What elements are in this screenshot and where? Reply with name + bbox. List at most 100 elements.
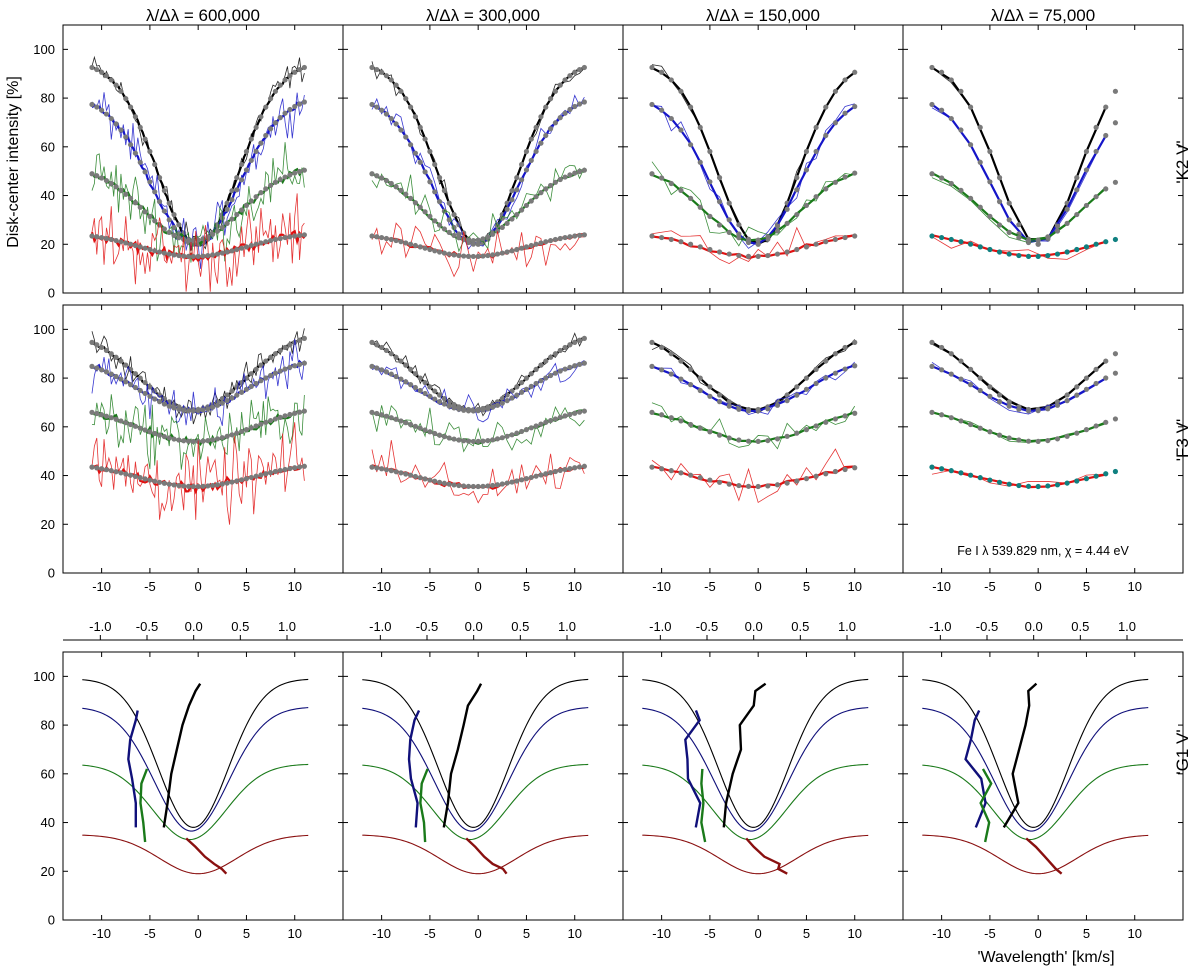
reference-point (205, 234, 211, 240)
reference-point (243, 427, 250, 433)
reference-point (403, 362, 409, 368)
reference-point (547, 237, 554, 244)
reference-point (668, 77, 674, 83)
reference-point (562, 466, 568, 473)
reference-point (301, 232, 307, 238)
bisector-darkblue-line (407, 709, 421, 828)
y-tick-label: 20 (41, 237, 55, 252)
reference-point (137, 159, 143, 165)
reference-point (248, 242, 254, 249)
reference-point (967, 104, 974, 110)
reference-point (543, 186, 549, 192)
reference-point (185, 483, 192, 489)
reference-point (475, 438, 481, 444)
reference-point (379, 466, 385, 472)
y-axis-label: Disk-center intensity [%] (5, 76, 22, 248)
reference-point (422, 476, 428, 482)
reference-point (996, 199, 1003, 205)
reference-point (89, 409, 95, 415)
reference-point (480, 438, 486, 444)
reference-point (494, 482, 501, 488)
reference-point (1083, 167, 1090, 173)
reference-point (147, 179, 153, 185)
x-tick-label: 10 (567, 579, 581, 594)
reference-point (523, 202, 530, 209)
observed-blue-line (371, 94, 585, 250)
reference-point (388, 77, 394, 83)
panel-g1v-3: -10 -5 0 5 10 -1.0 -0.5 0.0 0.5 1.0 (622, 619, 904, 941)
reference-point (277, 82, 283, 88)
x-tick-label: 10 (567, 926, 581, 941)
reference-point (939, 175, 945, 181)
reference-point (543, 358, 549, 364)
reference-point (398, 127, 404, 133)
reference-point (272, 468, 279, 475)
reference-point (190, 253, 196, 260)
reference-point (296, 232, 303, 238)
reference-point (166, 435, 172, 441)
x-tick-label: -10 (932, 579, 951, 594)
reference-point (784, 398, 790, 404)
reference-point (475, 241, 481, 247)
reference-point (1093, 148, 1099, 155)
reference-point (538, 472, 544, 478)
reference-point (576, 464, 583, 470)
reference-point (287, 465, 293, 472)
reference-point (200, 407, 206, 413)
reference-point (803, 375, 810, 381)
reference-point (132, 200, 139, 206)
reference-point (89, 339, 95, 345)
reference-point (987, 393, 993, 399)
reference-point (494, 436, 501, 442)
reference-point (538, 421, 544, 427)
reference-point (277, 235, 283, 242)
profile-black-line (922, 678, 1149, 828)
reference-point (668, 351, 674, 357)
reference-point (1035, 483, 1041, 490)
reference-point (1103, 104, 1109, 110)
reference-point (214, 482, 221, 488)
reference-point (996, 399, 1003, 405)
reference-point (958, 127, 964, 133)
reference-point (224, 200, 230, 206)
reference-point (784, 206, 790, 212)
y-tick-label: 100 (33, 669, 55, 684)
reference-point (277, 347, 283, 354)
bisector-black-line (1002, 682, 1038, 829)
reference-point (572, 465, 578, 471)
reference-point (581, 335, 587, 341)
reference-point (412, 423, 419, 429)
reference-point (123, 379, 129, 385)
reference-point (89, 363, 95, 369)
observed-red-line (371, 222, 585, 278)
reference-point (967, 195, 974, 201)
reference-point (103, 347, 110, 354)
reference-point (147, 148, 153, 155)
reference-point (687, 241, 694, 247)
reference-point (176, 482, 182, 489)
reference-point (1083, 386, 1090, 392)
reference-point (229, 197, 235, 203)
reference-point (533, 473, 539, 479)
reference-point (398, 187, 404, 193)
reference-point (127, 241, 134, 247)
reference-point (456, 231, 462, 237)
reference-point (678, 239, 684, 245)
reference-point (533, 366, 539, 372)
x-tick-label: 0 (475, 926, 482, 941)
reference-point (383, 235, 390, 242)
reference-point (89, 64, 95, 71)
reference-point (929, 363, 935, 369)
reference-point (374, 410, 380, 417)
reference-point (113, 354, 119, 360)
reference-point (649, 339, 655, 345)
reference-point (784, 392, 790, 398)
reference-point (94, 365, 100, 371)
reference-point (852, 233, 858, 239)
reference-point (224, 249, 230, 255)
reference-point (118, 470, 124, 476)
reference-point (736, 252, 742, 259)
reference-point (533, 148, 539, 155)
reference-point (417, 387, 423, 394)
